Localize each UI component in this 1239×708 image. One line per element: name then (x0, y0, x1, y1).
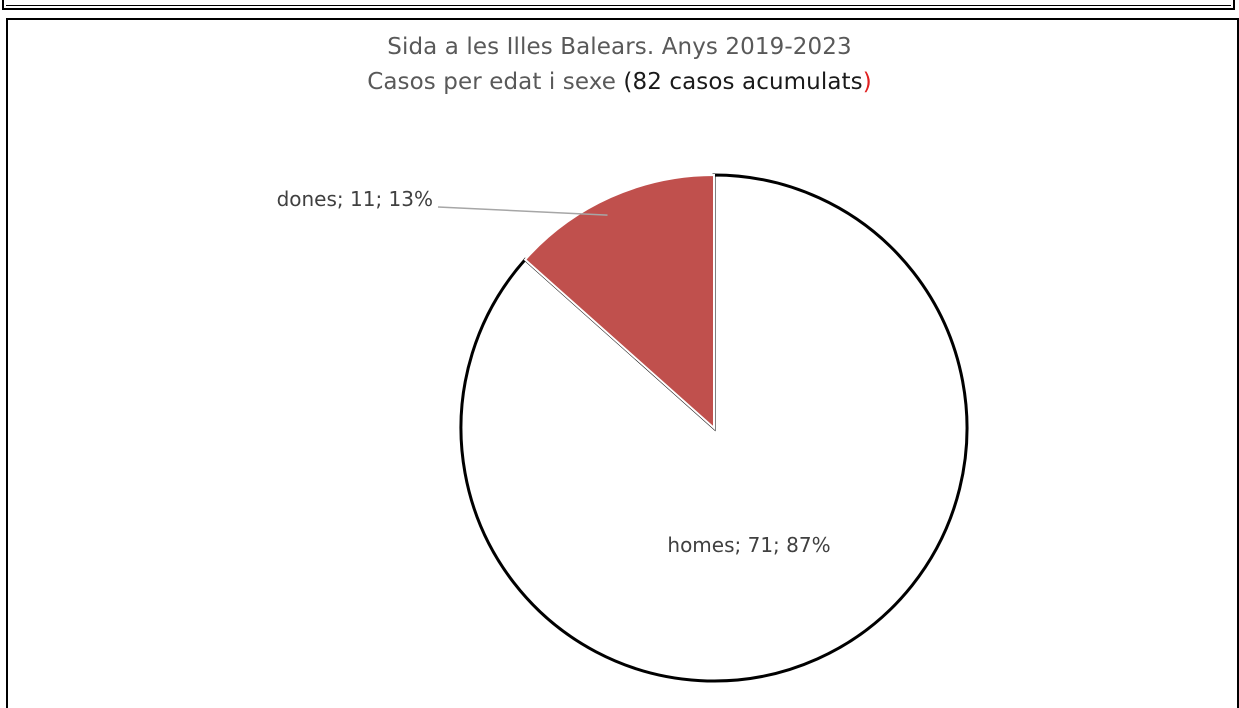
chart-subtitle: Casos per edat i sexe (82 casos acumulat… (0, 65, 1239, 100)
top-border-frame (2, 0, 1235, 10)
subtitle-close-paren: ) (862, 69, 872, 95)
subtitle-open-paren: ( (623, 69, 633, 95)
pie-slice-dones (523, 173, 715, 431)
chart-title: Sida a les Illes Balears. Anys 2019-2023 (387, 34, 852, 60)
chart-title-block: Sida a les Illes Balears. Anys 2019-2023… (0, 30, 1239, 100)
top-band (0, 0, 1239, 14)
subtitle-highlight: 82 casos acumulats (632, 69, 863, 95)
leader-line-dones (437, 206, 608, 216)
subtitle-prefix: Casos per edat i sexe (367, 69, 624, 95)
data-label-homes: homes; 71; 87% (667, 533, 830, 557)
data-label-dones: dones; 11; 13% (277, 187, 433, 211)
top-inner-divider (6, 0, 1231, 6)
